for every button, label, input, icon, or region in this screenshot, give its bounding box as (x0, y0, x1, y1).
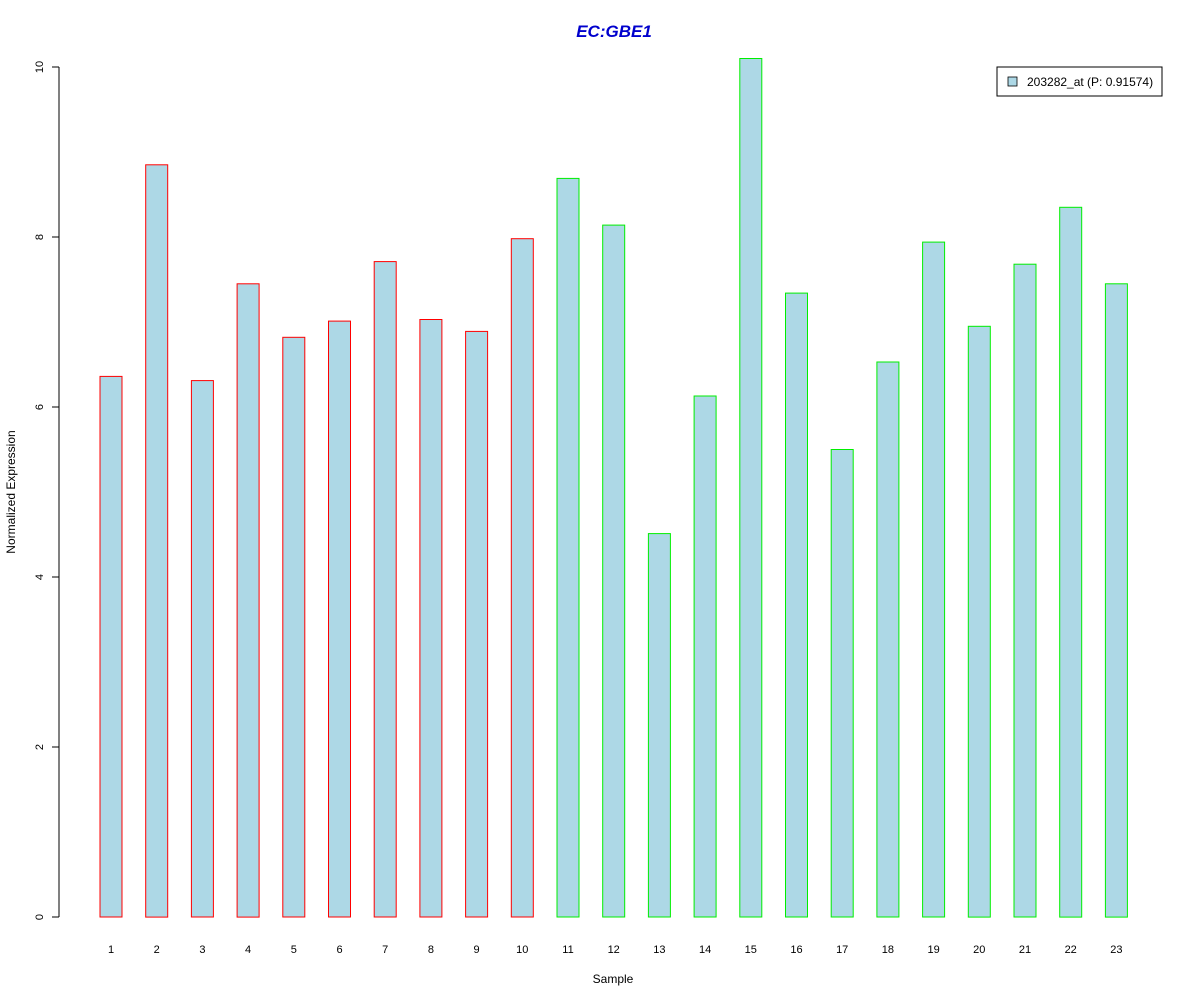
y-tick-label: 8 (34, 234, 46, 240)
y-tick-label: 6 (34, 404, 46, 410)
chart-title: EC:GBE1 (576, 22, 652, 41)
legend-box (996, 66, 1163, 97)
bar-sample-6 (328, 320, 351, 918)
x-axis-label: Sample (593, 972, 634, 986)
x-tick-label: 22 (1065, 944, 1077, 956)
x-tick-label: 16 (790, 944, 802, 956)
bar-sample-11 (556, 177, 580, 918)
bar-sample-13 (647, 533, 671, 918)
x-tick-label: 1 (108, 944, 114, 956)
bar-sample-19 (922, 241, 946, 918)
x-tick-label: 18 (882, 944, 894, 956)
x-tick-label: 12 (608, 944, 620, 956)
x-tick-label: 14 (699, 944, 711, 956)
x-tick-label: 4 (245, 944, 251, 956)
x-tick-label: 5 (291, 944, 297, 956)
bar-sample-1 (99, 375, 123, 918)
x-tick-label: 9 (474, 944, 480, 956)
x-tick-label: 15 (745, 944, 757, 956)
bar-sample-22 (1059, 206, 1083, 918)
bar-sample-2 (145, 164, 169, 918)
x-tick-label: 10 (516, 944, 528, 956)
y-tick-label: 4 (34, 574, 46, 580)
legend-swatch (1007, 76, 1018, 87)
y-axis-label: Normalized Expression (4, 430, 18, 553)
x-tick-label: 17 (836, 944, 848, 956)
bar-sample-7 (373, 261, 397, 918)
x-tick-label: 13 (653, 944, 665, 956)
bar-sample-16 (785, 292, 808, 918)
bar-sample-17 (830, 449, 854, 918)
x-tick-label: 19 (927, 944, 939, 956)
y-tick-label: 0 (34, 914, 46, 920)
bar-sample-12 (602, 224, 626, 918)
bar-sample-21 (1013, 263, 1037, 918)
bars (99, 58, 1128, 918)
bar-sample-20 (967, 325, 991, 918)
legend-label: 203282_at (P: 0.91574) (1027, 75, 1153, 89)
bar-sample-3 (190, 380, 214, 918)
bar-sample-18 (876, 361, 900, 918)
y-tick-label: 2 (34, 744, 46, 750)
x-tick-label: 8 (428, 944, 434, 956)
x-tick-label: 7 (382, 944, 388, 956)
x-tick-label: 11 (562, 944, 573, 956)
bar-sample-8 (419, 319, 443, 918)
x-tick-label: 3 (199, 944, 205, 956)
y-tick-label: 10 (34, 61, 46, 73)
bar-sample-10 (510, 238, 534, 918)
bar-sample-23 (1104, 283, 1128, 918)
x-tick-label: 6 (336, 944, 342, 956)
x-tick-label: 2 (154, 944, 160, 956)
bar-sample-5 (282, 336, 306, 918)
legend: 203282_at (P: 0.91574) (996, 66, 1163, 97)
y-axis: 0 2 4 6 8 10 (34, 61, 60, 920)
bar-sample-15 (739, 58, 763, 918)
x-tick-label: 20 (973, 944, 985, 956)
bar-sample-9 (465, 330, 489, 918)
x-tick-label: 23 (1110, 944, 1122, 956)
x-tick-labels: 1 2 3 4 5 6 7 8 9 10 11 12 13 14 15 16 17 18 19 20 21 22 23 (108, 944, 1123, 956)
bar-sample-4 (236, 283, 260, 918)
x-tick-label: 21 (1019, 944, 1031, 956)
bar-sample-14 (693, 395, 717, 918)
